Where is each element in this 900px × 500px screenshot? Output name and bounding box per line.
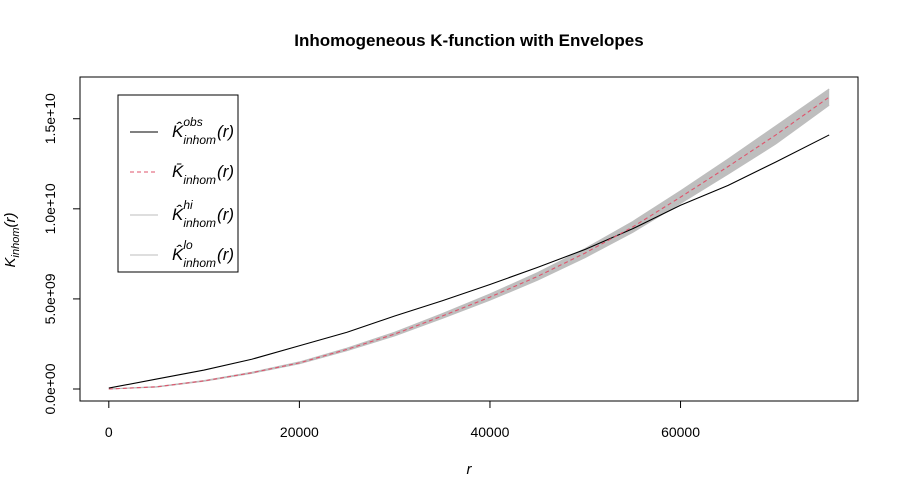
legend-label-sub: inhom <box>183 133 216 147</box>
series-line <box>108 96 830 390</box>
chart-title: Inhomogeneous K-function with Envelopes <box>294 31 643 50</box>
y-axis-label: Kinhom(r) <box>2 213 22 268</box>
legend-label-sup: hi <box>183 198 193 212</box>
y-label-base: K <box>2 256 19 267</box>
legend-label-sub: inhom <box>183 216 216 230</box>
legend-label-arg: (r) <box>217 122 234 141</box>
legend-label-sub: inhom <box>183 173 216 187</box>
y-label-sub: inhom <box>10 228 22 258</box>
legend-label-base: K̂ <box>172 121 184 141</box>
legend-label-base: K̂ <box>172 244 184 264</box>
x-tick-label: 0 <box>105 424 113 440</box>
legend-label-base: K̂ <box>172 204 184 224</box>
legend-box <box>117 94 239 273</box>
legend-label-sup: obs <box>183 115 202 129</box>
x-tick-label: 60000 <box>661 424 700 440</box>
x-tick-label: 20000 <box>280 424 319 440</box>
legend-label-sub: inhom <box>183 256 216 270</box>
legend-label-arg: (r) <box>217 245 234 264</box>
y-tick-label: 1.0e+10 <box>42 183 58 234</box>
y-tick-label: 5.0e+09 <box>42 273 58 324</box>
legend-label-arg: (r) <box>217 162 234 181</box>
legend-label-sup: lo <box>183 238 193 252</box>
x-tick-label: 40000 <box>470 424 509 440</box>
x-axis-label: r <box>467 461 473 478</box>
series-line <box>108 134 830 389</box>
y-tick-label: 0.0e+00 <box>42 363 58 414</box>
y-tick-label: 1.5e+10 <box>42 93 58 144</box>
y-label-arg: (r) <box>2 213 19 228</box>
legend-label-base: K̄ <box>172 162 184 181</box>
legend-label-arg: (r) <box>217 205 234 224</box>
